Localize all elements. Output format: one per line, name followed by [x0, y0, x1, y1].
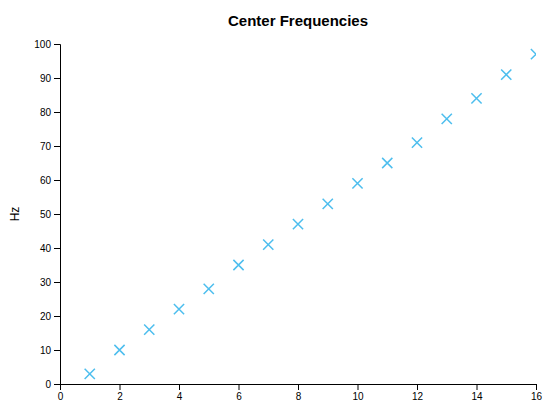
- tick: 50: [40, 209, 60, 220]
- tick-mark: [54, 316, 60, 317]
- tick-label: 70: [40, 141, 52, 152]
- tick-mark: [54, 350, 60, 351]
- tick-label: 12: [412, 391, 424, 402]
- tick: 20: [40, 311, 60, 322]
- tick-label: 100: [34, 39, 51, 50]
- point: [233, 260, 243, 270]
- point: [531, 49, 536, 59]
- tick-mark: [54, 78, 60, 79]
- tick-label: 50: [40, 209, 52, 220]
- tick: 16: [531, 384, 543, 402]
- tick: 30: [40, 277, 60, 288]
- point: [412, 137, 422, 147]
- point: [501, 69, 511, 79]
- point: [204, 284, 214, 294]
- tick-label: 40: [40, 243, 52, 254]
- tick-mark: [54, 112, 60, 113]
- axis-domain: [54, 45, 61, 385]
- tick: 0: [58, 384, 64, 402]
- tick-label: 16: [531, 391, 543, 402]
- tick-label: 8: [296, 391, 302, 402]
- tick-mark: [298, 384, 299, 390]
- point: [382, 158, 392, 168]
- tick-mark: [417, 384, 418, 390]
- tick-mark: [54, 180, 60, 181]
- tick-mark: [54, 146, 60, 147]
- tick: 40: [40, 243, 60, 254]
- tick-mark: [358, 384, 359, 390]
- tick: 2: [117, 384, 123, 402]
- tick: 70: [40, 141, 60, 152]
- tick: 0: [45, 379, 60, 390]
- tick-label: 2: [117, 391, 123, 402]
- tick-mark: [239, 384, 240, 390]
- tick: 4: [177, 384, 183, 402]
- tick-mark: [120, 384, 121, 390]
- point: [352, 178, 362, 188]
- point: [263, 239, 273, 249]
- tick-label: 80: [40, 107, 52, 118]
- tick: 10: [352, 384, 364, 402]
- tick-label: 14: [471, 391, 483, 402]
- tick-mark: [477, 384, 478, 390]
- tick: 14: [471, 384, 483, 402]
- tick-label: 10: [40, 345, 52, 356]
- point: [471, 93, 481, 103]
- y-axis: 0 10 20 30 40 50 60 70 80 90 100: [34, 39, 60, 390]
- tick: 60: [40, 175, 60, 186]
- tick-label: 0: [58, 391, 64, 402]
- chart-container: 0 2 4 6 8 10 12 14 16 0 10 20 30 40 50 60 70 80 90 100 Cente…: [0, 0, 560, 420]
- point: [85, 369, 95, 379]
- tick-label: 20: [40, 311, 52, 322]
- plot-area: 0 2 4 6 8 10 12 14 16 0 10 20 30 40 50 60 70 80 90 100: [34, 39, 542, 402]
- marks: [85, 49, 536, 379]
- tick-label: 4: [177, 391, 183, 402]
- tick: 80: [40, 107, 60, 118]
- point: [442, 114, 452, 124]
- tick-label: 60: [40, 175, 52, 186]
- tick-label: 30: [40, 277, 52, 288]
- point: [144, 324, 154, 334]
- tick: 12: [412, 384, 424, 402]
- axis-domain: [61, 385, 537, 391]
- tick-mark: [54, 282, 60, 283]
- tick: 10: [40, 345, 60, 356]
- point: [293, 219, 303, 229]
- tick-label: 0: [45, 379, 51, 390]
- x-axis: 0 2 4 6 8 10 12 14 16: [58, 384, 543, 402]
- point: [323, 199, 333, 209]
- point: [174, 304, 184, 314]
- tick: 90: [40, 73, 60, 84]
- chart-svg: 0 2 4 6 8 10 12 14 16 0 10 20 30 40 50 60 70 80 90 100 Cente…: [0, 0, 560, 420]
- tick: 100: [34, 39, 60, 50]
- title: Center Frequencies: [228, 12, 368, 29]
- tick-mark: [54, 44, 60, 45]
- tick: 6: [236, 384, 242, 402]
- y-axis-title: Hz: [8, 207, 22, 222]
- tick-mark: [54, 248, 60, 249]
- tick: 8: [296, 384, 302, 402]
- tick-label: 90: [40, 73, 52, 84]
- tick-mark: [54, 384, 60, 385]
- tick-label: 6: [236, 391, 242, 402]
- point: [114, 345, 124, 355]
- tick-label: 10: [352, 391, 364, 402]
- tick-mark: [179, 384, 180, 390]
- tick-mark: [54, 214, 60, 215]
- tick-mark: [536, 384, 537, 390]
